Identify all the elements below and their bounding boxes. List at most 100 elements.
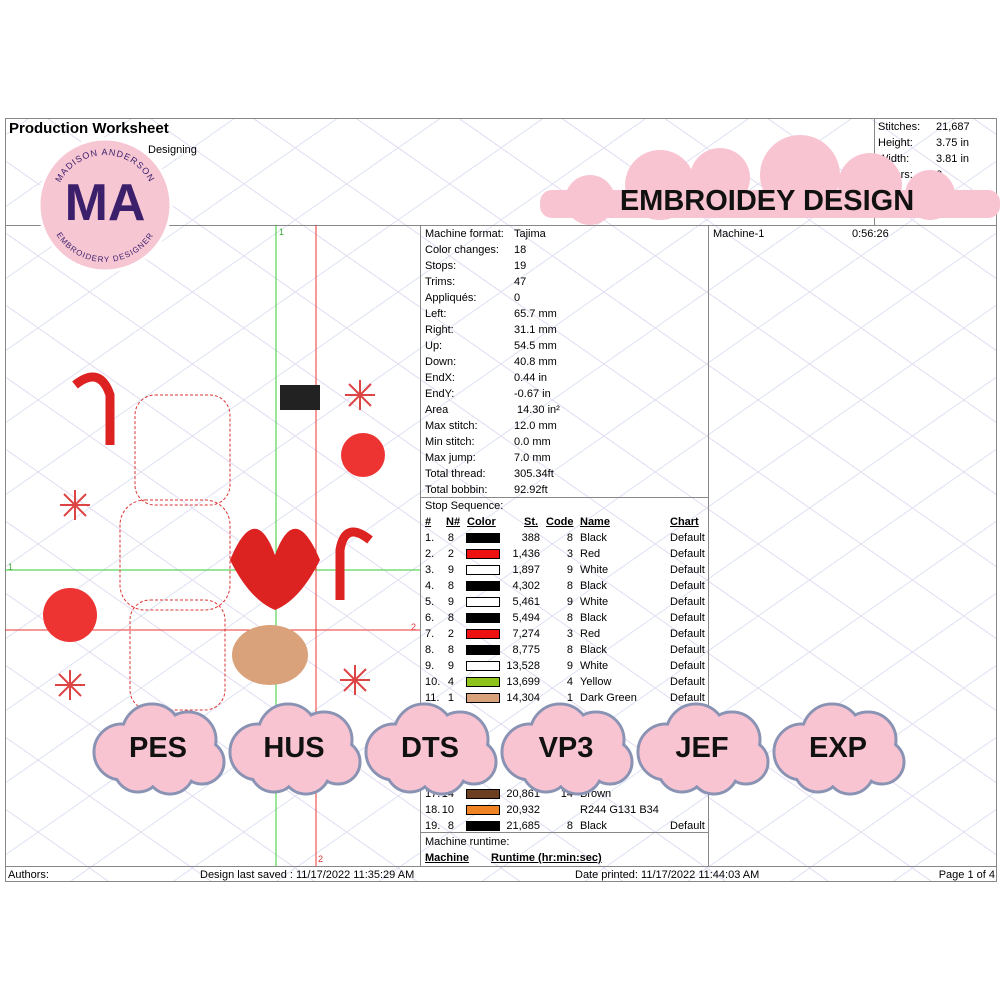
row-code: 1: [566, 692, 573, 704]
row-index: 5.: [425, 596, 435, 608]
summary-value: 3.75 in: [936, 137, 970, 149]
row-needle: 9: [447, 660, 454, 672]
column-header: St.: [524, 516, 539, 528]
info-value: 19: [514, 260, 527, 272]
cloud-fill: [827, 747, 873, 793]
row-chart: Default: [670, 820, 705, 832]
row-code: 9: [566, 596, 573, 608]
ornament: [43, 588, 97, 642]
info-label: Down:: [425, 356, 457, 368]
column-header: #: [425, 516, 432, 528]
info-label: Total thread:: [425, 468, 486, 480]
row-stitches: 13,528: [506, 660, 540, 672]
row-needle: 8: [447, 580, 454, 592]
info-value: 0: [514, 292, 521, 304]
info-label: Color changes:: [425, 244, 499, 256]
row-code: 8: [566, 580, 573, 592]
column-header: Code: [546, 516, 574, 528]
axis-label: 1: [8, 562, 14, 572]
logo-badge: [37, 137, 173, 273]
info-label: Up:: [425, 340, 443, 352]
row-chart: Default: [670, 596, 705, 608]
row-stitches: 14,304: [506, 692, 540, 704]
row-code: 9: [566, 660, 573, 672]
cloud-fill: [251, 745, 297, 791]
banner-text: EMBROIDEY DESIGN: [620, 185, 914, 217]
row-name: Yellow: [580, 676, 612, 688]
info-value: 12.0 mm: [514, 420, 557, 432]
row-needle: 9: [447, 564, 454, 576]
row-index: 7.: [425, 628, 435, 640]
row-needle: 2: [447, 628, 454, 640]
hat: [280, 385, 320, 410]
row-needle: 8: [447, 612, 454, 624]
summary-label: Stitches:: [878, 121, 921, 133]
row-stitches: 20,932: [506, 804, 540, 816]
row-chart: Default: [670, 548, 705, 560]
info-value: 305.34ft: [514, 468, 554, 480]
row-code: 8: [566, 532, 573, 544]
row-index: 2.: [425, 548, 435, 560]
row-needle: 8: [447, 820, 454, 832]
row-index: 9.: [425, 660, 435, 672]
info-label: Left:: [425, 308, 447, 320]
info-value: 18: [514, 244, 527, 256]
row-name: Black: [580, 644, 607, 656]
row-name: White: [580, 564, 609, 576]
row-code: 9: [566, 564, 573, 576]
row-chart: Default: [670, 660, 705, 672]
candy-cane: [335, 527, 373, 600]
row-index: 6.: [425, 612, 435, 624]
row-name: Black: [580, 612, 607, 624]
cloud-fill: [523, 745, 569, 791]
info-label: EndX:: [425, 372, 455, 384]
info-value: 14.30 in²: [517, 404, 560, 416]
stop-box: [420, 497, 709, 833]
color-swatch: [466, 661, 500, 671]
row-needle: 2: [447, 548, 454, 560]
info-value: 54.5 mm: [514, 340, 557, 352]
row-needle: 9: [447, 596, 454, 608]
info-value: 7.0 mm: [514, 452, 551, 464]
row-code: 3: [566, 628, 573, 640]
banner-cloud: [540, 135, 1000, 225]
stop-title: Stop Sequence:: [425, 500, 504, 512]
row-stitches: 13,699: [506, 676, 540, 688]
cloud-fill: [115, 745, 161, 791]
info-label: Appliqués:: [425, 292, 477, 304]
snowflakes: [55, 380, 375, 700]
row-needle: 4: [447, 676, 454, 688]
machine-name: Machine-1: [713, 228, 765, 240]
row-chart: Default: [670, 612, 705, 624]
info-label: Max stitch:: [425, 420, 478, 432]
info-value: 47: [514, 276, 527, 288]
summary-value: 21,687: [936, 121, 970, 133]
color-swatch: [466, 533, 500, 543]
cloud-fill: [147, 747, 193, 793]
format-label: PES: [129, 732, 187, 764]
row-name: Black: [580, 532, 607, 544]
format-label: VP3: [539, 732, 594, 764]
cloud-fill: [555, 747, 601, 793]
machine-time: 0:56:26: [852, 228, 889, 240]
row-index: 8.: [425, 644, 435, 656]
row-name: Black: [580, 580, 607, 592]
cloud-fill: [691, 747, 737, 793]
ornament: [341, 433, 385, 477]
info-label: EndY:: [425, 388, 455, 400]
cloud-fill: [419, 747, 465, 793]
info-label: Max jump:: [425, 452, 476, 464]
reindeer: [232, 625, 308, 685]
color-swatch: [466, 629, 500, 639]
sheet-title: Production Worksheet: [9, 120, 169, 137]
row-name: White: [580, 660, 609, 672]
footer-saved: Design last saved : 11/17/2022 11:35:29 …: [200, 869, 415, 881]
letters-outline: [119, 394, 231, 711]
color-swatch: [466, 613, 500, 623]
row-code: 4: [566, 676, 573, 688]
info-value: 92.92ft: [514, 484, 548, 496]
row-needle: 10: [441, 804, 454, 816]
row-index: 10.: [425, 676, 441, 688]
